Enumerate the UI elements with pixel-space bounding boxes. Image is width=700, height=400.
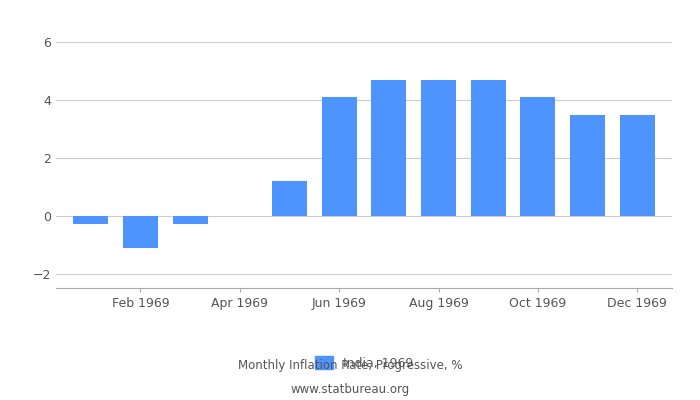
Text: www.statbureau.org: www.statbureau.org: [290, 384, 410, 396]
Bar: [471, 80, 505, 216]
Bar: [521, 97, 555, 216]
Legend: India, 1969: India, 1969: [309, 352, 419, 375]
Bar: [272, 181, 307, 216]
Bar: [372, 80, 406, 216]
Bar: [322, 97, 356, 216]
Bar: [74, 216, 108, 224]
Text: Monthly Inflation Rate, Progressive, %: Monthly Inflation Rate, Progressive, %: [238, 360, 462, 372]
Bar: [620, 115, 654, 216]
Bar: [570, 115, 605, 216]
Bar: [421, 80, 456, 216]
Bar: [123, 216, 158, 248]
Bar: [173, 216, 207, 224]
